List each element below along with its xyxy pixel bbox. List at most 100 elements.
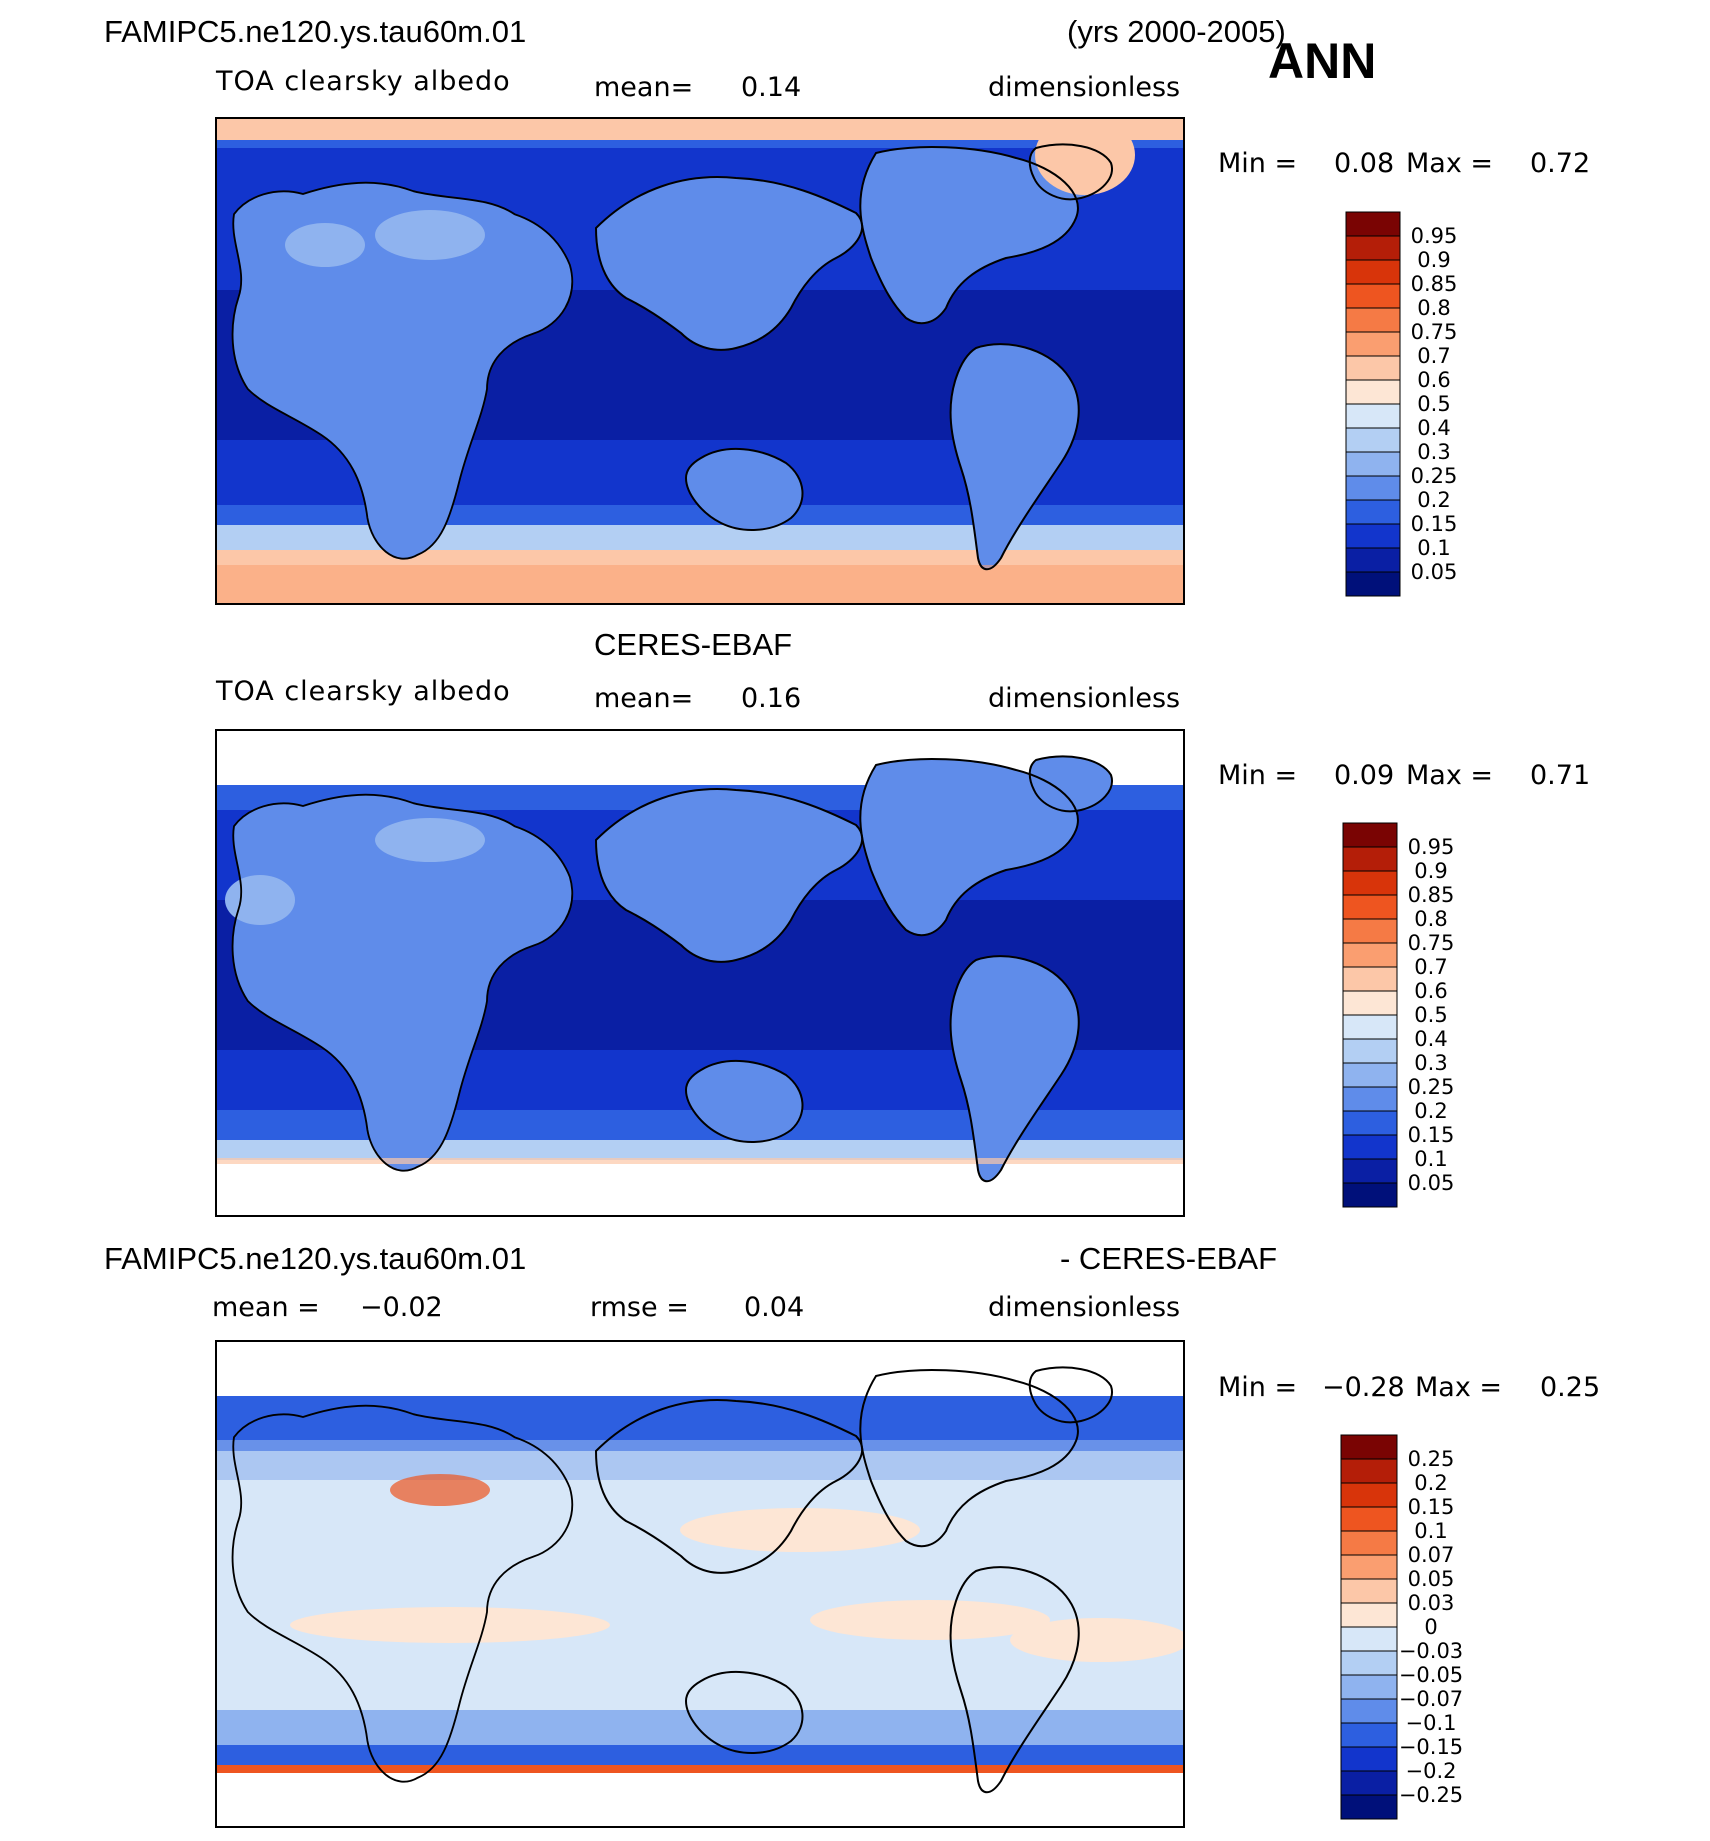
colorbar-tick-label: 0.9	[1414, 859, 1447, 883]
colorbar-swatch	[1342, 990, 1398, 1016]
colorbar-swatch	[1345, 499, 1401, 525]
colorbar-swatch	[1340, 1722, 1398, 1748]
colorbar-tick-label: 0.05	[1408, 1171, 1455, 1195]
colorbar-tick-label: 0.8	[1414, 907, 1447, 931]
panel1-units: dimensionless	[988, 72, 1180, 103]
colorbar-tick-label: 0.85	[1408, 883, 1455, 907]
colorbar-swatch	[1342, 966, 1398, 992]
colorbar-tick-label: 0.2	[1414, 1099, 1447, 1123]
panel-model: TOA clearsky albedo mean= 0.14 dimension…	[215, 66, 1590, 605]
colorbar-tick-label: 0.4	[1417, 416, 1450, 440]
colorbar-swatch	[1345, 571, 1401, 597]
colorbar-tick-label: 0.7	[1414, 955, 1447, 979]
panel-diff: FAMIPC5.ne120.ys.tau60m.01 - CERES-EBAF …	[104, 1241, 1600, 1828]
panel3-map	[216, 1341, 1184, 1827]
colorbar-tick-label: 0.5	[1414, 1003, 1447, 1027]
colorbar-swatch	[1345, 523, 1401, 549]
colorbar-swatch	[1345, 283, 1401, 309]
colorbar-swatch	[1342, 1086, 1398, 1112]
colorbar-swatch	[1340, 1434, 1398, 1460]
colorbar-swatch	[1342, 1038, 1398, 1064]
colorbar-tick-label: 0.5	[1417, 392, 1450, 416]
colorbar-swatch	[1340, 1506, 1398, 1532]
colorbar-swatch	[1345, 355, 1401, 381]
colorbar-swatch	[1340, 1674, 1398, 1700]
colorbar-tick-label: 0.05	[1408, 1567, 1455, 1591]
colorbar-swatch	[1342, 942, 1398, 968]
panel3-rmse-value: 0.04	[744, 1292, 804, 1323]
colorbar-tick-label: 0.2	[1414, 1471, 1447, 1495]
colorbar-tick-label: 0.25	[1408, 1447, 1455, 1471]
colorbar-tick-label: 0.3	[1414, 1051, 1447, 1075]
colorbar-swatch	[1342, 1014, 1398, 1040]
colorbar-tick-label: −0.03	[1399, 1639, 1463, 1663]
colorbar-tick-label: 0.75	[1411, 320, 1458, 344]
colorbar-swatch	[1340, 1794, 1398, 1820]
panel2-mean-label: mean=	[594, 683, 693, 714]
colorbar-swatch	[1342, 1134, 1398, 1160]
panel2-max-value: 0.71	[1530, 760, 1590, 791]
colorbar-tick-label: 0.15	[1408, 1123, 1455, 1147]
colorbar-tick-label: 0.8	[1417, 296, 1450, 320]
panel3-min-value: −0.28	[1322, 1372, 1405, 1403]
colorbar-tick-label: 0.95	[1408, 835, 1455, 859]
colorbar-tick-label: 0.25	[1411, 464, 1458, 488]
case-name: FAMIPC5.ne120.ys.tau60m.01	[104, 14, 526, 49]
panel2-colorbar: 0.950.90.850.80.750.70.60.50.40.30.250.2…	[1342, 822, 1455, 1208]
panel1-min-value: 0.08	[1334, 148, 1394, 179]
colorbar-swatch	[1342, 1062, 1398, 1088]
panel3-mean-value: −0.02	[360, 1292, 443, 1323]
colorbar-swatch	[1345, 379, 1401, 405]
colorbar-tick-label: −0.1	[1406, 1711, 1457, 1735]
colorbar-swatch	[1345, 235, 1401, 261]
colorbar-swatch	[1340, 1458, 1398, 1484]
season-label: ANN	[1268, 33, 1376, 89]
panel1-max-label: Max =	[1406, 148, 1493, 179]
colorbar-swatch	[1340, 1602, 1398, 1628]
colorbar-tick-label: 0.95	[1411, 224, 1458, 248]
panel2-min-label: Min =	[1218, 760, 1297, 791]
panel3-title-left: FAMIPC5.ne120.ys.tau60m.01	[104, 1241, 526, 1276]
colorbar-tick-label: 0.6	[1417, 368, 1450, 392]
panel3-units: dimensionless	[988, 1292, 1180, 1323]
colorbar-tick-label: 0.1	[1417, 536, 1450, 560]
panel2-variable: TOA clearsky albedo	[215, 676, 511, 707]
panel1-min-label: Min =	[1218, 148, 1297, 179]
panel3-frame	[215, 1340, 1185, 1828]
colorbar-swatch	[1340, 1482, 1398, 1508]
colorbar-tick-label: 0.15	[1408, 1495, 1455, 1519]
colorbar-tick-label: 0	[1424, 1615, 1437, 1639]
colorbar-tick-label: 0.6	[1414, 979, 1447, 1003]
panel1-map	[216, 118, 1184, 604]
colorbar-swatch	[1345, 211, 1401, 237]
panel1-max-value: 0.72	[1530, 148, 1590, 179]
panel1-variable: TOA clearsky albedo	[215, 66, 511, 97]
colorbar-tick-label: 0.85	[1411, 272, 1458, 296]
colorbar-tick-label: −0.2	[1406, 1759, 1457, 1783]
panel1-mean-value: 0.14	[741, 72, 801, 103]
panel2-units: dimensionless	[988, 683, 1180, 714]
colorbar-tick-label: −0.25	[1399, 1783, 1463, 1807]
colorbar-tick-label: 0.03	[1408, 1591, 1455, 1615]
panel3-rmse-label: rmse =	[590, 1292, 689, 1323]
colorbar-swatch	[1340, 1578, 1398, 1604]
colorbar-swatch	[1342, 870, 1398, 896]
colorbar-tick-label: −0.07	[1399, 1687, 1463, 1711]
colorbar-tick-label: −0.05	[1399, 1663, 1463, 1687]
colorbar-tick-label: 0.15	[1411, 512, 1458, 536]
colorbar-swatch	[1342, 822, 1398, 848]
panel3-mean-label: mean =	[212, 1292, 320, 1323]
colorbar-tick-label: 0.2	[1417, 488, 1450, 512]
colorbar-swatch	[1345, 547, 1401, 573]
colorbar-swatch	[1345, 331, 1401, 357]
colorbar-swatch	[1340, 1650, 1398, 1676]
colorbar-swatch	[1345, 475, 1401, 501]
colorbar-swatch	[1345, 427, 1401, 453]
colorbar-swatch	[1342, 1158, 1398, 1184]
panel1-mean-label: mean=	[594, 72, 693, 103]
colorbar-tick-label: 0.1	[1414, 1519, 1447, 1543]
colorbar-tick-label: 0.4	[1414, 1027, 1447, 1051]
colorbar-tick-label: 0.3	[1417, 440, 1450, 464]
panel2-map	[216, 730, 1184, 1216]
